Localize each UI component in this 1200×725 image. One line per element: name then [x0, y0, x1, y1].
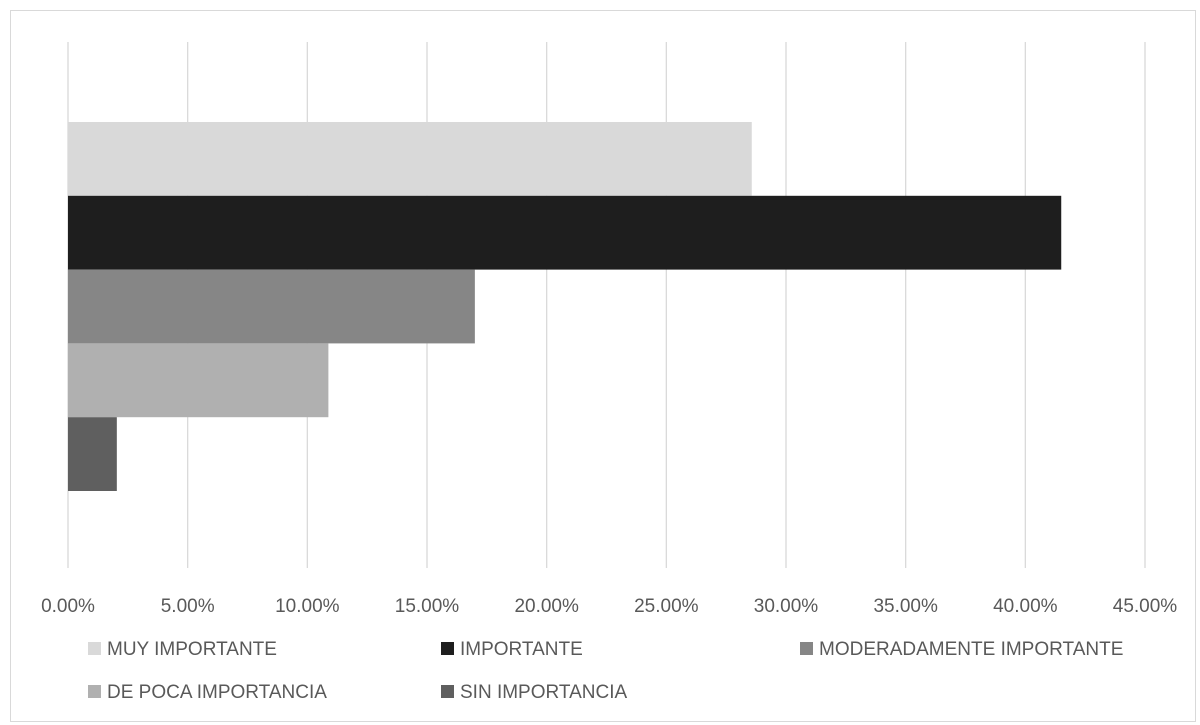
x-tick-label: 5.00%: [161, 596, 215, 617]
legend-swatch: [441, 685, 454, 698]
legend-label: MODERADAMENTE IMPORTANTE: [819, 639, 1123, 660]
legend-label: MUY IMPORTANTE: [107, 639, 277, 660]
legend-swatch: [88, 642, 101, 655]
x-tick-label: 35.00%: [873, 596, 938, 617]
x-tick-label: 20.00%: [514, 596, 579, 617]
bar: [68, 343, 329, 418]
bar: [68, 122, 752, 196]
x-axis-tick-labels: 0.00% 5.00% 10.00% 15.00% 20.00% 25.00% 30.00%…: [41, 596, 1177, 617]
x-tick-label: 15.00%: [395, 596, 460, 617]
bar: [68, 269, 475, 344]
bar: [68, 195, 1062, 270]
x-tick-label: 0.00%: [41, 596, 95, 617]
legend-swatch: [441, 642, 454, 655]
x-tick-label: 10.00%: [275, 596, 340, 617]
x-tick-label: 45.00%: [1113, 596, 1178, 617]
x-tick-label: 30.00%: [754, 596, 819, 617]
legend-swatch: [800, 642, 813, 655]
x-tick-label: 40.00%: [993, 596, 1058, 617]
x-tick-label: 25.00%: [634, 596, 699, 617]
legend-label: SIN IMPORTANCIA: [460, 682, 627, 703]
legend-label: DE POCA IMPORTANCIA: [107, 682, 327, 703]
bar: [68, 417, 117, 491]
legend-swatch: [88, 685, 101, 698]
legend: MUY IMPORTANTE IMPORTANTE MODERADAMENTE IM…: [88, 639, 1123, 703]
legend-label: IMPORTANTE: [460, 639, 583, 660]
bars-layer: [68, 122, 1062, 491]
